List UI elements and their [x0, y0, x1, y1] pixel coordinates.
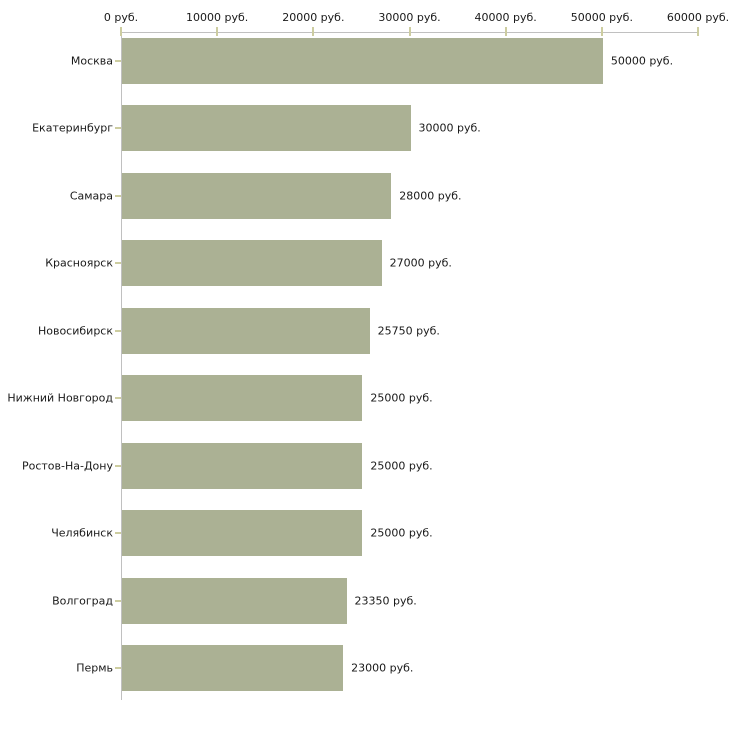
value-label: 25000 руб.	[370, 459, 433, 472]
x-axis-tick-label: 0 руб.	[103, 11, 139, 24]
x-axis-tick	[504, 27, 507, 36]
value-label: 23000 руб.	[351, 661, 414, 675]
x-axis-tick	[120, 27, 122, 36]
bar	[122, 442, 363, 489]
value-label: 25000 руб.	[370, 526, 433, 540]
y-axis-tick	[115, 667, 121, 669]
value-label: 25750 руб.	[377, 324, 440, 337]
x-axis-tick-label: 10000 руб.	[186, 11, 249, 24]
x-axis-tick	[408, 27, 411, 36]
category-label: Красноярск	[45, 256, 113, 270]
x-axis-tick-label: 50000 руб.	[570, 11, 633, 24]
bar	[122, 172, 392, 219]
y-axis-tick	[115, 194, 121, 197]
category-label: Волгоград	[52, 594, 113, 607]
value-label: 23350 руб.	[354, 594, 417, 607]
x-axis-tick-label: 30000 руб.	[378, 11, 441, 24]
bar	[122, 240, 382, 286]
value-label: 30000 руб.	[418, 121, 481, 135]
y-axis-tick	[115, 464, 121, 467]
value-label: 27000 руб.	[389, 256, 452, 270]
x-axis-tick	[600, 27, 603, 36]
x-axis-tick	[216, 27, 219, 36]
value-label: 28000 руб.	[399, 189, 462, 202]
category-label: Нижний Новгород	[7, 391, 113, 405]
category-label: Пермь	[76, 661, 113, 675]
category-label: Новосибирск	[37, 324, 113, 337]
y-axis-tick	[115, 599, 121, 602]
x-axis-tick-label: 40000 руб.	[474, 11, 537, 24]
bar	[122, 375, 363, 421]
category-label: Челябинск	[51, 526, 113, 540]
bar	[122, 645, 344, 691]
bar	[122, 510, 363, 556]
x-axis-tick-label: 60000 руб.	[666, 11, 730, 24]
value-label: 50000 руб.	[610, 54, 674, 67]
y-axis-tick	[115, 329, 121, 332]
category-label: Москва	[70, 54, 113, 67]
category-label: Самара	[69, 189, 113, 202]
y-axis-tick	[115, 127, 121, 129]
value-label: 25000 руб.	[370, 391, 433, 405]
bar	[122, 307, 370, 354]
y-axis-tick	[115, 262, 121, 264]
bar	[122, 37, 603, 84]
y-axis-tick	[115, 397, 121, 399]
x-axis-tick	[312, 27, 315, 36]
category-label: Ростов-На-Дону	[21, 459, 113, 472]
category-label: Екатеринбург	[32, 121, 113, 135]
bar	[122, 577, 347, 624]
y-axis-tick	[115, 59, 121, 62]
y-axis-line	[121, 32, 122, 700]
x-axis-tick-label: 20000 руб.	[282, 11, 345, 24]
x-axis-tick	[697, 27, 699, 36]
bar	[122, 105, 411, 151]
y-axis-tick	[115, 532, 121, 534]
